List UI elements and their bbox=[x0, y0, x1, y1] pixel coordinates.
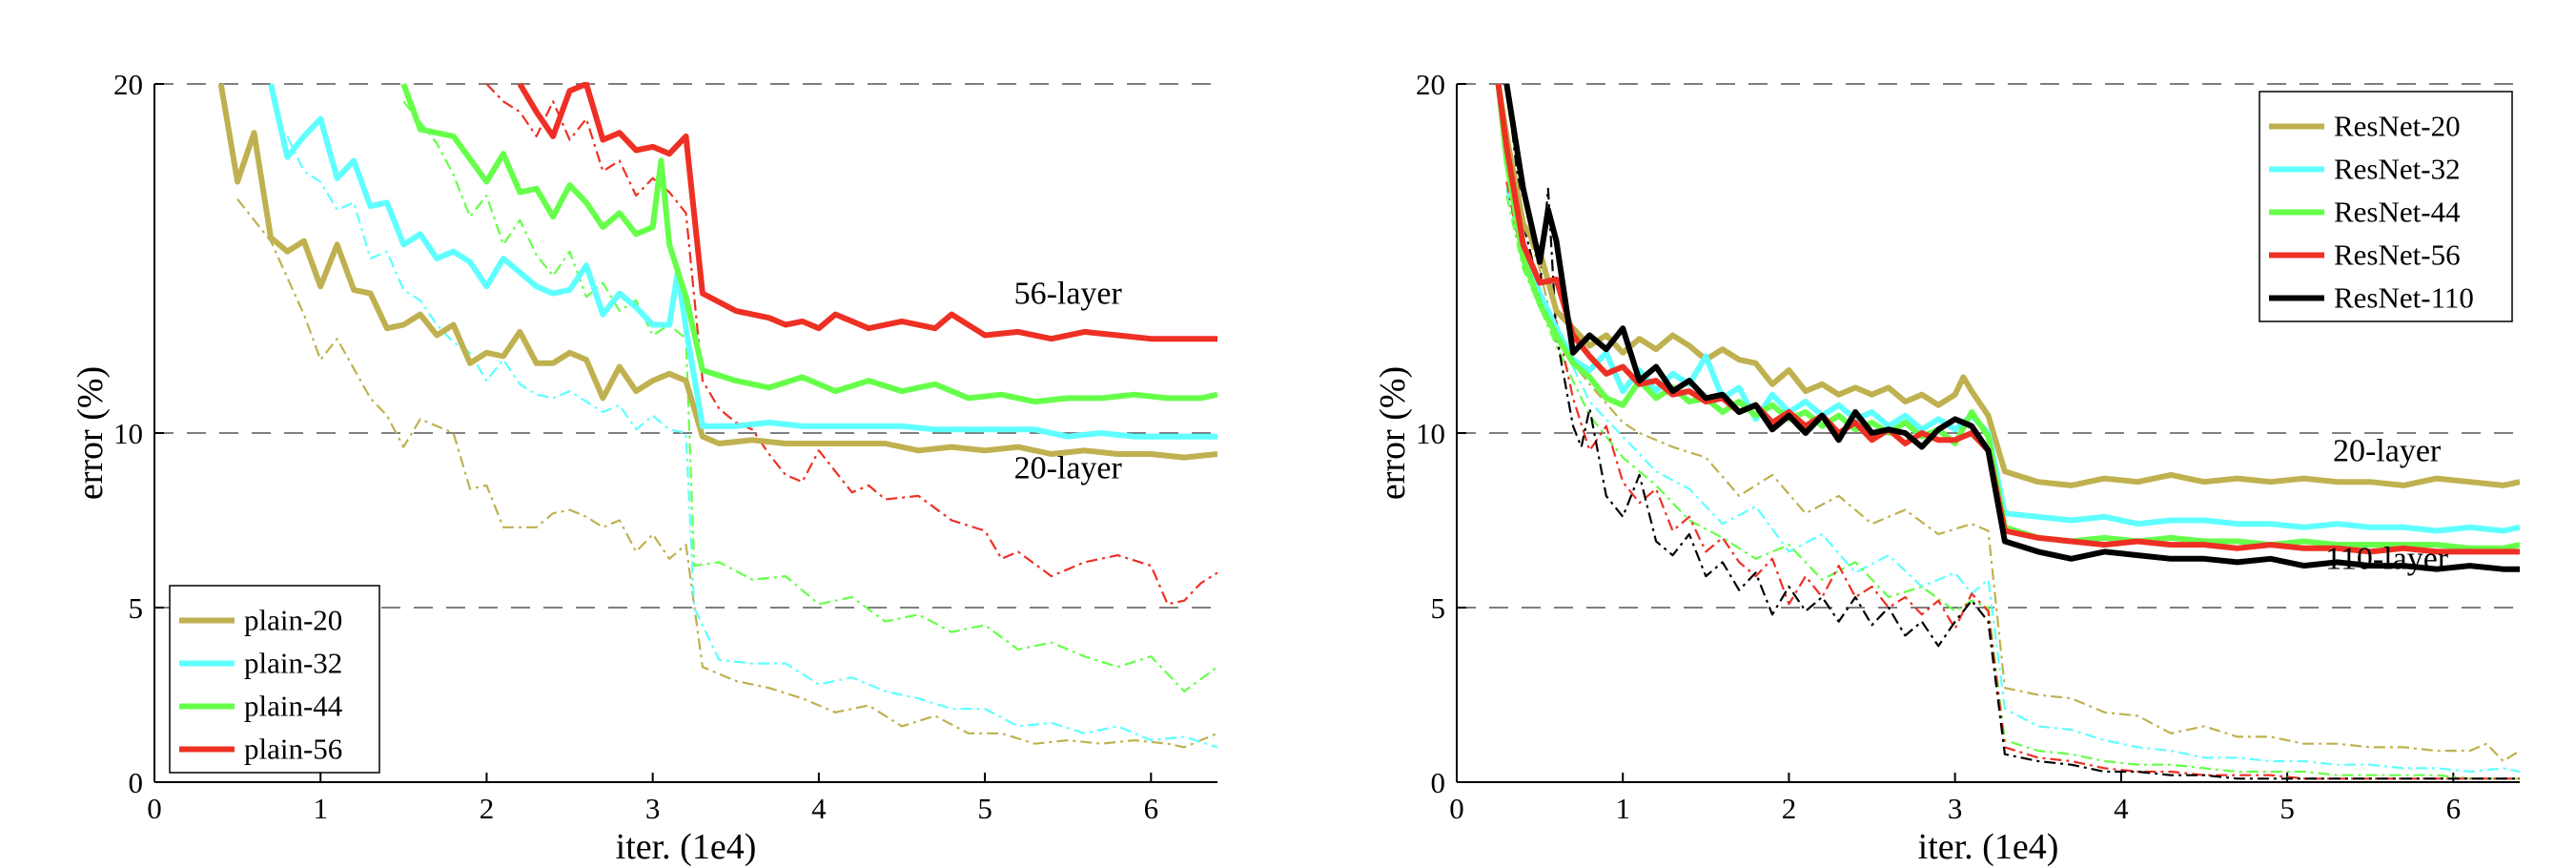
y-tick-label: 20 bbox=[113, 68, 143, 101]
series-line-resnet-20-test bbox=[1495, 83, 2520, 488]
annotation-label: 110-layer bbox=[2325, 542, 2449, 577]
chart-plain-networks: 0 1 2 3 4 5 6 0 5 10 20 iter. (1e4) error (%) 56-laye… bbox=[71, 68, 1217, 867]
plot-area bbox=[1495, 83, 2520, 780]
x-tick-label: 3 bbox=[1948, 792, 1963, 825]
x-tick-label: 5 bbox=[2280, 792, 2295, 825]
x-axis-label: iter. (1e4) bbox=[1918, 827, 2059, 867]
series-line-resnet-44-train bbox=[1505, 195, 2520, 780]
annotation-label: 20-layer bbox=[1014, 451, 1123, 486]
series-line-plain-32-test bbox=[268, 83, 1217, 440]
legend-label: plain-56 bbox=[244, 733, 342, 766]
x-tick-label: 0 bbox=[147, 792, 162, 825]
x-tick-label: 0 bbox=[1449, 792, 1464, 825]
series-line-plain-20-test bbox=[217, 83, 1217, 461]
x-tick-label: 4 bbox=[2114, 792, 2129, 825]
series-line-plain-32-train bbox=[286, 135, 1217, 749]
x-tick-label: 1 bbox=[1615, 792, 1630, 825]
plot-area bbox=[217, 82, 1217, 749]
legend-label: ResNet-20 bbox=[2334, 110, 2461, 143]
legend-label: ResNet-56 bbox=[2334, 238, 2461, 272]
annotation-label: 20-layer bbox=[2333, 433, 2442, 468]
series-line-resnet-110-test bbox=[1503, 83, 2520, 572]
x-tick-label: 2 bbox=[1782, 792, 1797, 825]
chart-resnets: 0 1 2 3 4 5 6 0 5 10 20 iter. (1e4) error (%) 20-laye… bbox=[1373, 68, 2520, 867]
legend-label: plain-44 bbox=[244, 690, 343, 723]
legend-box bbox=[2259, 91, 2513, 322]
y-tick-label: 10 bbox=[1416, 417, 1445, 450]
series-line-resnet-32-train bbox=[1505, 188, 2520, 774]
y-axis-label: error (%) bbox=[71, 366, 111, 500]
x-tick-label: 2 bbox=[480, 792, 495, 825]
series-line-plain-44-train bbox=[402, 100, 1217, 692]
series-line-resnet-56-test bbox=[1495, 83, 2520, 555]
x-tick-label: 3 bbox=[645, 792, 661, 825]
x-axis-label: iter. (1e4) bbox=[616, 827, 757, 867]
y-tick-label: 20 bbox=[1416, 68, 1445, 101]
legend: plain-20 plain-32 plain-44 plain-56 bbox=[169, 585, 380, 774]
series-line-plain-56-test bbox=[517, 82, 1217, 342]
x-tick-label: 6 bbox=[1144, 792, 1159, 825]
legend: ResNet-20 ResNet-32 ResNet-44 ResNet-56 ResN… bbox=[2259, 91, 2513, 322]
legend-label: plain-32 bbox=[244, 647, 342, 680]
legend-label: plain-20 bbox=[244, 604, 342, 637]
series-line-resnet-20-train bbox=[1505, 171, 2520, 763]
x-tick-label: 1 bbox=[313, 792, 328, 825]
legend-label: ResNet-110 bbox=[2334, 281, 2474, 315]
series-line-resnet-110-train bbox=[1505, 83, 2520, 780]
legend-box bbox=[169, 585, 380, 774]
y-tick-label: 5 bbox=[1431, 591, 1446, 625]
series-line-plain-20-train bbox=[236, 198, 1217, 749]
series-line-resnet-32-test bbox=[1495, 83, 2520, 534]
x-tick-label: 5 bbox=[977, 792, 992, 825]
x-tick-label: 6 bbox=[2446, 792, 2462, 825]
y-tick-label: 10 bbox=[113, 417, 143, 450]
y-axis-label: error (%) bbox=[1373, 366, 1413, 500]
series-line-plain-44-test bbox=[400, 82, 1217, 405]
legend-label: ResNet-44 bbox=[2334, 196, 2461, 229]
annotation-label: 56-layer bbox=[1014, 277, 1123, 312]
legend-label: ResNet-32 bbox=[2334, 153, 2461, 186]
y-tick-label: 5 bbox=[129, 591, 144, 625]
series-line-plain-56-train bbox=[485, 83, 1217, 606]
y-tick-label: 0 bbox=[1431, 766, 1446, 799]
y-tick-label: 0 bbox=[129, 766, 144, 799]
x-tick-label: 4 bbox=[811, 792, 827, 825]
